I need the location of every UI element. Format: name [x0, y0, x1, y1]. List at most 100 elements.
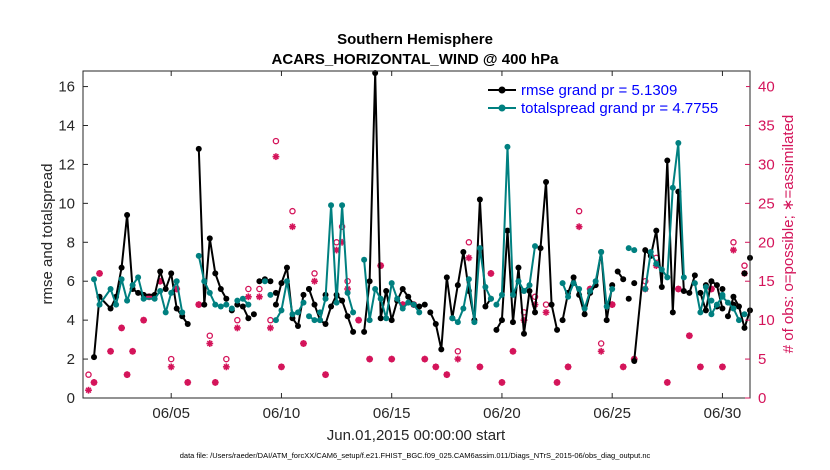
rmse-point [482, 303, 489, 310]
rmse-point [245, 315, 252, 322]
totalspread-point [96, 301, 103, 308]
totalspread-point [317, 317, 324, 324]
plot-frame [82, 70, 751, 399]
x-tick-label: 06/15 [373, 405, 411, 422]
totalspread-point [675, 140, 682, 147]
y-tick-label-right: 15 [758, 273, 775, 290]
obs-possible-marker [311, 270, 318, 277]
obs-assimilated-stroke [664, 379, 671, 386]
totalspread-point [460, 305, 467, 312]
totalspread-point [173, 278, 180, 285]
rmse-point [173, 305, 180, 312]
totalspread-point [730, 305, 737, 312]
rmse-point [680, 287, 687, 294]
obs-possible-marker [234, 316, 241, 324]
totalspread-point [283, 278, 290, 285]
obs-possible-marker [741, 262, 748, 269]
obs-assimilated-marker [300, 340, 307, 347]
x-tick-label: 06/10 [263, 405, 301, 422]
rmse-point [217, 286, 224, 292]
rmse-point [686, 289, 693, 296]
rmse-point [476, 196, 483, 203]
obs-assimilated-marker [289, 223, 296, 231]
obs-assimilated-stroke [96, 270, 103, 277]
rmse-point [443, 274, 450, 281]
totalspread-point [449, 315, 456, 322]
obs-possible-marker [465, 239, 473, 246]
rmse-point [162, 286, 169, 292]
y-tick-label-right: 40 [758, 79, 775, 96]
y-tick-label-right: 10 [758, 312, 775, 329]
totalspread-point [609, 286, 616, 292]
obs-assimilated-stroke [118, 324, 125, 331]
totalspread-point [206, 289, 213, 296]
totalspread-point [520, 287, 527, 294]
rmse-point [322, 321, 329, 328]
totalspread-point [300, 299, 307, 306]
rmse-point [206, 235, 213, 242]
totalspread-point [333, 299, 340, 306]
totalspread-point [680, 274, 687, 281]
obs-assimilated-marker [719, 363, 726, 371]
rmse-point [118, 264, 125, 271]
obs-assimilated-stroke [107, 348, 114, 355]
legend-spread-label: totalspread grand pr = 4.7755 [521, 100, 718, 117]
chart-title: Southern Hemisphere [337, 31, 493, 48]
totalspread-point [212, 301, 219, 308]
totalspread-point [278, 307, 285, 314]
totalspread-point [570, 280, 577, 287]
totalspread-point [129, 282, 136, 289]
rmse-point [702, 307, 709, 314]
totalspread-point [658, 266, 665, 273]
y-tick-label-right: 20 [758, 234, 775, 251]
totalspread-point [350, 309, 357, 316]
obs-assimilated-stroke [300, 340, 307, 347]
obs-assimilated-marker [85, 386, 92, 394]
obs-assimilated-stroke [278, 363, 285, 370]
obs-assimilated-stroke [140, 317, 147, 324]
rmse-point [713, 282, 720, 289]
obs-assimilated-stroke [454, 356, 461, 363]
totalspread-point [509, 291, 516, 298]
obs-assimilated-stroke [85, 387, 92, 394]
rmse-point [267, 278, 274, 285]
obs-assimilated-marker [107, 347, 114, 355]
obs-assimilated-marker [311, 277, 318, 285]
obs-assimilated-marker [498, 379, 506, 386]
obs-assimilated-marker [129, 347, 137, 355]
obs-assimilated-stroke [267, 324, 274, 331]
obs-assimilated-stroke [565, 363, 572, 370]
obs-possible-marker [289, 207, 296, 215]
obs-possible-marker [272, 137, 280, 145]
rmse-point [405, 293, 412, 300]
totalspread-point [592, 278, 599, 285]
totalspread-point [482, 284, 489, 291]
obs-assimilated-marker [278, 363, 285, 371]
totalspread-point [405, 299, 412, 306]
obs-assimilated-stroke [543, 309, 550, 316]
obs-assimilated-marker [432, 363, 440, 371]
totalspread-point [647, 249, 654, 256]
totalspread-point [91, 276, 98, 283]
rmse-point [399, 286, 406, 292]
obs-assimilated-marker [90, 379, 98, 386]
rmse-point [168, 270, 175, 277]
totalspread-point [708, 297, 715, 304]
obs-assimilated-stroke [421, 356, 428, 363]
obs-assimilated-stroke [719, 363, 726, 370]
totalspread-point [239, 295, 246, 302]
totalspread-point [140, 295, 147, 302]
obs-assimilated-stroke [465, 254, 472, 261]
obs-assimilated-marker [597, 347, 605, 355]
totalspread-point [361, 256, 368, 263]
rmse-point [377, 315, 384, 322]
rmse-line [495, 180, 559, 335]
obs-assimilated-stroke [91, 379, 97, 386]
totalspread-point [559, 280, 566, 287]
obs-possible-marker [575, 207, 583, 215]
obs-assimilated-marker [267, 324, 274, 332]
obs-assimilated-marker [553, 379, 561, 386]
rmse-point [669, 309, 676, 316]
totalspread-point [631, 247, 638, 254]
rmse-point [135, 289, 142, 296]
